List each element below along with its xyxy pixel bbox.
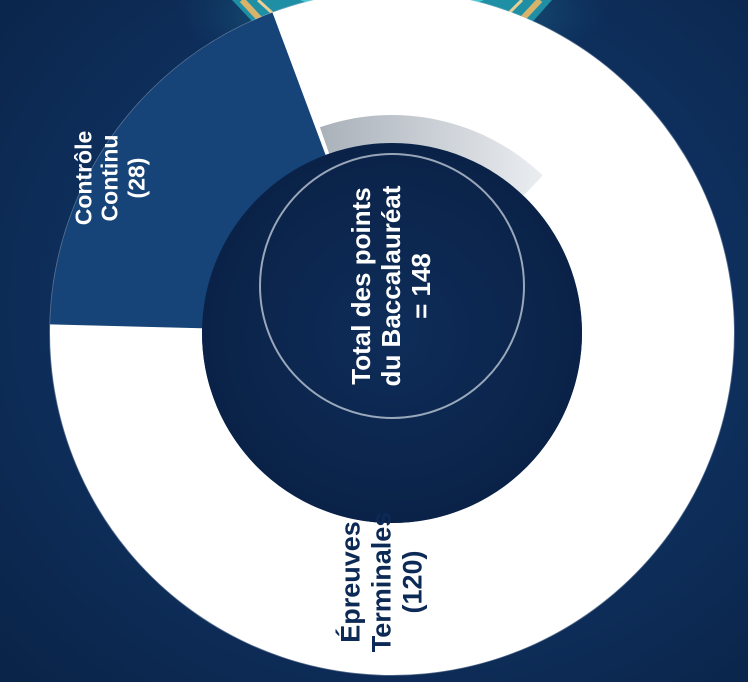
donut-hole (202, 143, 582, 523)
inner-shadow-band (319, 115, 543, 197)
center-total-label: Total des points du Baccalauréat = 148 (346, 185, 437, 387)
slice-label-line1: Contrôle (70, 130, 97, 226)
slices-layer (50, 0, 734, 675)
slice-value-label: (120) (397, 550, 428, 614)
slice-epreuves-terminales (50, 0, 734, 675)
center-line1: Total des points (346, 187, 377, 385)
slice-label-controle-continu: Contrôle Continu (28) (70, 131, 149, 226)
slice-label-line2: Continu (96, 134, 123, 222)
slice-label-epreuves-terminales: Épreuves Terminales (120) (335, 512, 428, 653)
slice-label-line2: Terminales (366, 511, 397, 653)
slice-controle-continu (50, 12, 326, 329)
center-circle-outline (259, 153, 525, 419)
slice-label-line1: Épreuves (335, 521, 366, 643)
center-line2: du Baccalauréat (376, 185, 407, 387)
slice-value-label: (28) (123, 157, 150, 199)
center-line3: = 148 (405, 253, 436, 319)
